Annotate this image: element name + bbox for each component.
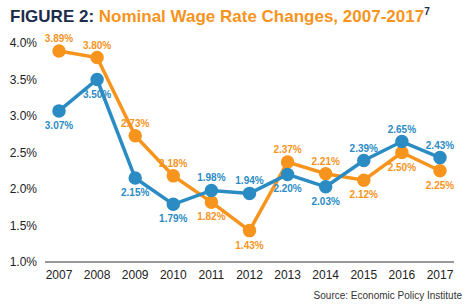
html-text:7: 7 xyxy=(424,6,430,17)
svg-text:2011: 2011 xyxy=(198,268,224,282)
svg-text:2013: 2013 xyxy=(274,268,301,282)
svg-text:2.25%: 2.25% xyxy=(426,180,454,191)
svg-text:2010: 2010 xyxy=(160,268,187,282)
svg-text:2.18%: 2.18% xyxy=(159,158,187,169)
svg-text:2008: 2008 xyxy=(84,268,111,282)
svg-text:2017: 2017 xyxy=(427,268,454,282)
svg-text:2014: 2014 xyxy=(312,268,339,282)
svg-text:4.0%: 4.0% xyxy=(10,36,38,50)
svg-text:2012: 2012 xyxy=(236,268,263,282)
svg-text:2009: 2009 xyxy=(122,268,149,282)
svg-text:1.43%: 1.43% xyxy=(235,240,263,251)
svg-text:2015: 2015 xyxy=(350,268,377,282)
svg-text:1.94%: 1.94% xyxy=(235,175,263,186)
html-text:FIGURE 2: Nominal Wage Rate Ch: FIGURE 2: Nominal Wage Rate Changes, 200… xyxy=(10,6,425,26)
svg-text:2.39%: 2.39% xyxy=(350,143,378,154)
html-text:Source: Economic Policy Instit: Source: Economic Policy Institute xyxy=(313,290,462,301)
svg-text:1.5%: 1.5% xyxy=(10,219,38,233)
svg-text:3.80%: 3.80% xyxy=(83,40,111,51)
svg-text:1.0%: 1.0% xyxy=(10,255,38,269)
svg-text:2.50%: 2.50% xyxy=(388,162,416,173)
svg-text:2.20%: 2.20% xyxy=(273,183,301,194)
svg-text:3.07%: 3.07% xyxy=(45,120,73,131)
svg-text:2.5%: 2.5% xyxy=(10,146,38,160)
svg-text:2016: 2016 xyxy=(389,268,416,282)
svg-text:3.5%: 3.5% xyxy=(10,73,38,87)
svg-text:2.65%: 2.65% xyxy=(388,124,416,135)
svg-text:1.98%: 1.98% xyxy=(197,172,225,183)
svg-text:3.0%: 3.0% xyxy=(10,109,38,123)
svg-text:2.03%: 2.03% xyxy=(312,196,340,207)
svg-text:3.89%: 3.89% xyxy=(45,33,73,44)
svg-text:2.15%: 2.15% xyxy=(121,187,149,198)
svg-text:1.79%: 1.79% xyxy=(159,213,187,224)
svg-text:2.37%: 2.37% xyxy=(273,144,301,155)
svg-text:1.82%: 1.82% xyxy=(197,211,225,222)
svg-text:2.43%: 2.43% xyxy=(426,140,454,151)
svg-text:2.0%: 2.0% xyxy=(10,182,38,196)
svg-text:3.50%: 3.50% xyxy=(83,89,111,100)
svg-text:2.21%: 2.21% xyxy=(312,156,340,167)
svg-text:2.73%: 2.73% xyxy=(121,118,149,129)
svg-text:2007: 2007 xyxy=(46,268,73,282)
svg-text:2.12%: 2.12% xyxy=(350,189,378,200)
